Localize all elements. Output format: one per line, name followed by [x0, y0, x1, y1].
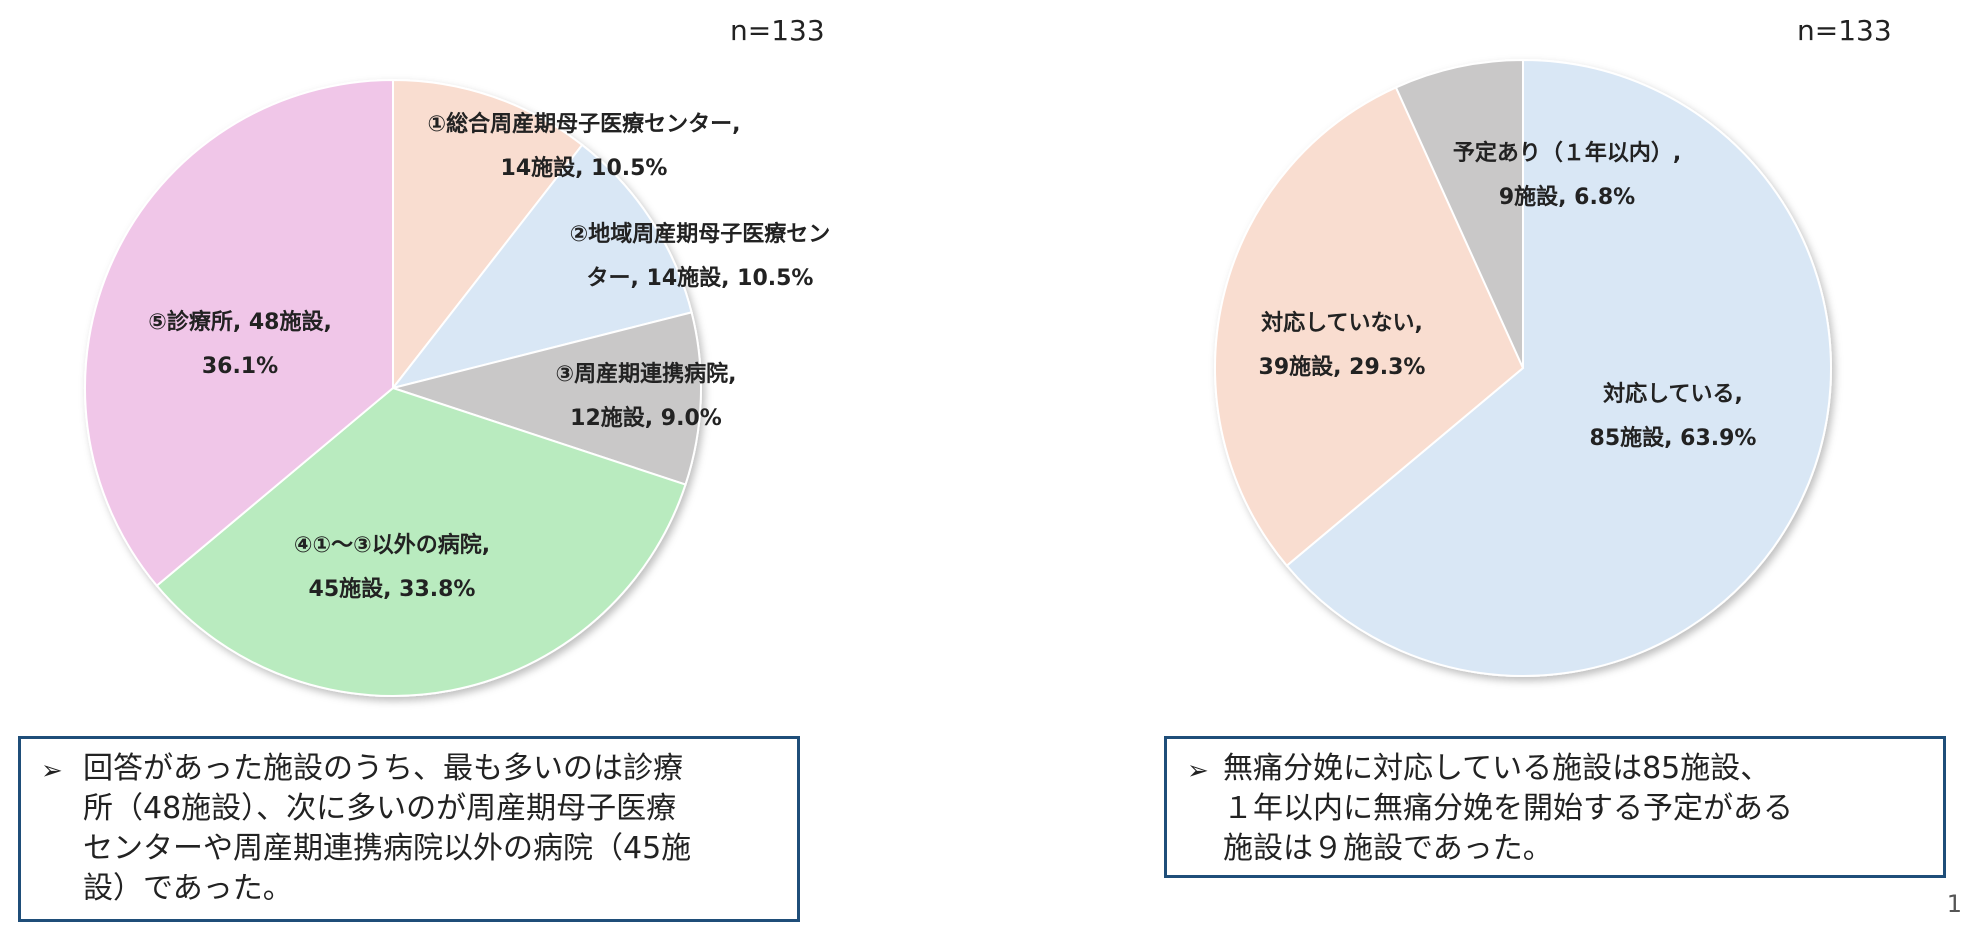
chart1-slice-label-1: ①総合周産期母子医療センター, 14施設, 10.5% — [428, 111, 741, 181]
chart1-slice-label-4: ④①～③以外の病院, 45施設, 33.8% — [294, 532, 490, 602]
chart2-slice-3 — [1394, 58, 1524, 369]
chart1-sample-size: n=133 — [730, 14, 825, 47]
note-line: 回答があった施設のうち、最も多いのは診療 — [83, 751, 683, 786]
page-number: 1 — [1946, 890, 1962, 918]
chart1-slice-2 — [390, 143, 693, 390]
chart1-slice-5 — [84, 78, 394, 588]
note-line: 施設は９施設であった。 — [1223, 831, 1553, 866]
chart2-slice-label-1: 対応している, 85施設, 63.9% — [1590, 381, 1757, 451]
chart1-slice-label-3: ③周産期連携病院, 12施設, 9.0% — [556, 361, 737, 431]
summary-note-facility-types: ➢ 回答があった施設のうち、最も多いのは診療 所（48施設）、次に多いのが周産期… — [18, 736, 800, 922]
chart1-slice-label-2: ②地域周産期母子医療センター, 14施設, 10.5% — [570, 221, 831, 291]
note-line: １年以内に無痛分娩を開始する予定がある — [1223, 791, 1793, 826]
chart2-sample-size: n=133 — [1797, 14, 1892, 47]
chart1-slice-label-5: ⑤診療所, 48施設, 36.1% — [148, 309, 332, 379]
chart1-slice-3 — [389, 311, 702, 486]
chart2-slice-2 — [1214, 86, 1525, 568]
chart1-slice-1 — [392, 78, 584, 391]
note-line: 設）であった。 — [83, 871, 293, 906]
chart2-slice-label-2: 対応していない, 39施設, 29.3% — [1259, 310, 1426, 380]
note-line: 無痛分娩に対応している施設は85施設、 — [1223, 751, 1771, 786]
chart1-slice-4 — [155, 386, 687, 697]
chart2-slice-label-3: 予定あり（１年以内）, 9施設, 6.8% — [1453, 140, 1681, 210]
note-line: センターや周産期連携病院以外の病院（45施 — [83, 831, 692, 866]
note-line: 所（48施設）、次に多いのが周産期母子医療 — [83, 791, 677, 826]
chart2-slice-1 — [1285, 58, 1832, 677]
arrowhead-bullet-icon: ➢ — [1187, 756, 1209, 786]
arrowhead-bullet-icon: ➢ — [41, 756, 63, 786]
summary-note-epidural: ➢ 無痛分娩に対応している施設は85施設、 １年以内に無痛分娩を開始する予定があ… — [1164, 736, 1946, 878]
